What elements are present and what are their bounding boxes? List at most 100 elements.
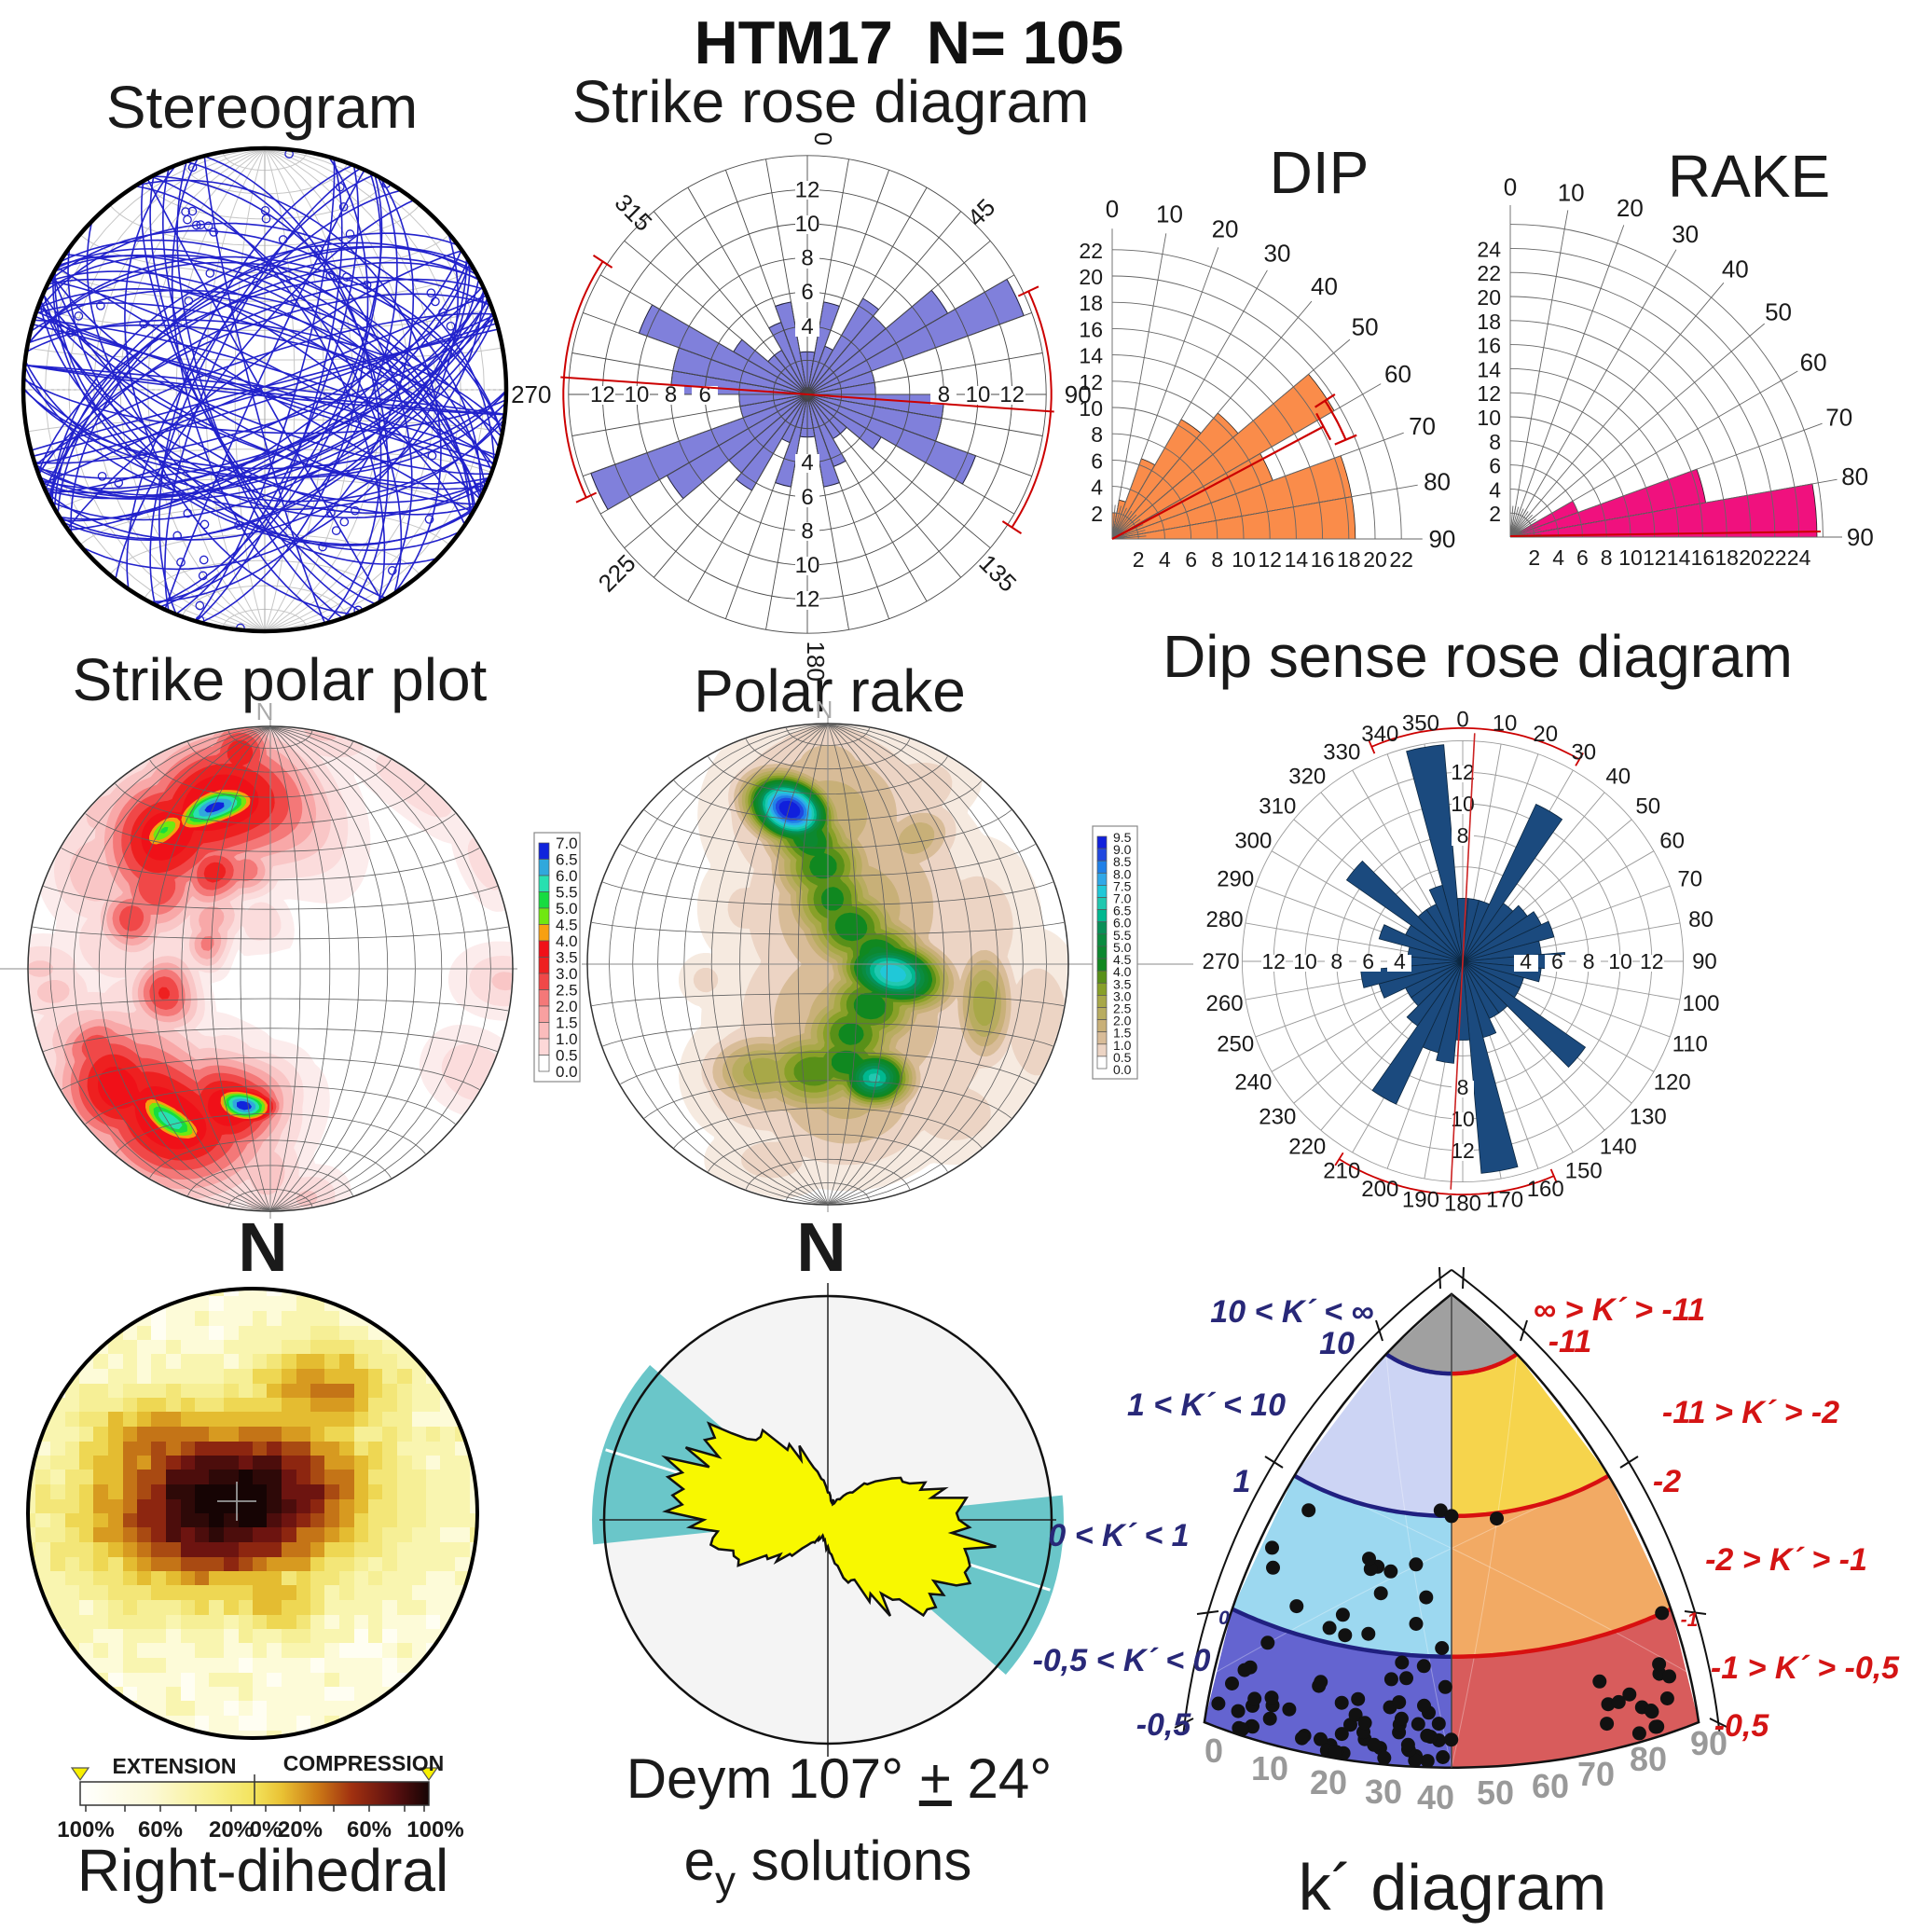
svg-text:2.0: 2.0 — [1113, 1014, 1132, 1028]
svg-text:8: 8 — [1457, 823, 1469, 848]
svg-text:130: 130 — [1630, 1105, 1667, 1130]
svg-text:24: 24 — [1477, 237, 1501, 261]
svg-text:18: 18 — [1714, 545, 1739, 570]
svg-text:-2 > K´ > -1: -2 > K´ > -1 — [1705, 1542, 1867, 1578]
svg-text:22: 22 — [1763, 545, 1787, 570]
svg-text:16: 16 — [1477, 334, 1501, 358]
svg-text:10: 10 — [966, 382, 991, 407]
svg-text:20%: 20% — [209, 1817, 254, 1842]
svg-text:10: 10 — [795, 553, 820, 578]
svg-text:0: 0 — [1106, 195, 1119, 223]
svg-text:12: 12 — [1261, 949, 1286, 973]
svg-text:N: N — [238, 1208, 287, 1286]
svg-text:4: 4 — [1091, 476, 1103, 500]
svg-text:4: 4 — [801, 314, 813, 339]
svg-text:10: 10 — [1251, 1749, 1288, 1787]
svg-text:16: 16 — [1311, 547, 1335, 572]
svg-text:0: 0 — [1504, 173, 1517, 201]
svg-text:50: 50 — [1765, 298, 1792, 326]
svg-text:-0,5: -0,5 — [1714, 1708, 1770, 1744]
svg-text:22: 22 — [1389, 547, 1413, 572]
svg-text:0: 0 — [1218, 1608, 1230, 1629]
svg-text:7.0: 7.0 — [1113, 891, 1132, 906]
svg-text:90: 90 — [1690, 1724, 1727, 1762]
svg-text:320: 320 — [1288, 764, 1326, 789]
svg-text:12: 12 — [795, 177, 820, 202]
svg-text:100%: 100% — [406, 1817, 463, 1842]
svg-text:0.5: 0.5 — [556, 1047, 578, 1065]
svg-text:70: 70 — [1677, 866, 1702, 891]
svg-text:12: 12 — [1258, 547, 1282, 572]
svg-text:8: 8 — [1091, 422, 1103, 447]
svg-text:12: 12 — [795, 587, 820, 613]
svg-text:12: 12 — [1643, 545, 1667, 570]
svg-text:-1: -1 — [1681, 1609, 1699, 1631]
svg-text:6.5: 6.5 — [1113, 904, 1132, 918]
svg-text:-2: -2 — [1653, 1464, 1681, 1499]
svg-text:50: 50 — [1477, 1773, 1514, 1812]
svg-text:Deym 107° + 24°: Deym 107° + 24° — [626, 1747, 1053, 1810]
svg-text:6: 6 — [1185, 547, 1197, 572]
svg-text:18: 18 — [1337, 547, 1361, 572]
svg-text:14: 14 — [1667, 545, 1691, 570]
svg-text:9.5: 9.5 — [1113, 830, 1132, 845]
svg-text:4: 4 — [1159, 547, 1171, 572]
svg-text:10: 10 — [1156, 200, 1183, 228]
svg-text:180: 180 — [802, 642, 830, 682]
svg-text:0: 0 — [1204, 1732, 1223, 1770]
svg-text:3.0: 3.0 — [1113, 988, 1132, 1003]
svg-text:20: 20 — [1363, 547, 1387, 572]
svg-text:10: 10 — [1493, 711, 1518, 737]
svg-text:180: 180 — [1444, 1191, 1481, 1216]
svg-text:20%: 20% — [278, 1817, 323, 1842]
svg-text:10: 10 — [1618, 545, 1643, 570]
svg-text:40: 40 — [1722, 255, 1749, 283]
svg-text:300: 300 — [1234, 828, 1272, 853]
svg-text:90: 90 — [1847, 523, 1874, 551]
svg-text:50: 50 — [1635, 794, 1660, 819]
svg-text:4: 4 — [1394, 949, 1406, 973]
svg-text:8: 8 — [665, 382, 677, 407]
svg-text:14: 14 — [1285, 547, 1309, 572]
svg-text:200: 200 — [1361, 1177, 1398, 1202]
svg-text:24: 24 — [1787, 545, 1811, 570]
svg-text:100%: 100% — [57, 1817, 114, 1842]
svg-text:0: 0 — [809, 132, 837, 145]
svg-text:350: 350 — [1402, 711, 1439, 737]
svg-text:0 < K´ < 1: 0 < K´ < 1 — [1048, 1518, 1189, 1553]
svg-text:10: 10 — [1608, 949, 1632, 973]
svg-text:3.0: 3.0 — [556, 965, 578, 983]
svg-text:80: 80 — [1424, 468, 1451, 496]
svg-text:8.5: 8.5 — [1113, 854, 1132, 869]
svg-text:4: 4 — [1552, 545, 1564, 570]
svg-text:210: 210 — [1323, 1159, 1360, 1184]
svg-text:6: 6 — [1551, 949, 1563, 973]
svg-text:22: 22 — [1477, 261, 1501, 285]
svg-text:1.5: 1.5 — [556, 1014, 578, 1032]
svg-text:4: 4 — [1489, 477, 1501, 502]
svg-text:2: 2 — [1528, 545, 1540, 570]
svg-text:90: 90 — [1428, 525, 1455, 553]
svg-text:COMPRESSION: COMPRESSION — [283, 1751, 445, 1775]
svg-text:80: 80 — [1630, 1740, 1667, 1778]
svg-text:7.5: 7.5 — [1113, 878, 1132, 893]
svg-text:6: 6 — [1576, 545, 1589, 570]
svg-text:10 < K´ < ∞: 10 < K´ < ∞ — [1210, 1294, 1373, 1330]
svg-text:170: 170 — [1486, 1187, 1523, 1212]
svg-text:2.5: 2.5 — [1113, 1000, 1132, 1015]
svg-text:2.0: 2.0 — [556, 998, 578, 1015]
svg-text:150: 150 — [1565, 1159, 1603, 1184]
svg-text:12: 12 — [1640, 949, 1664, 973]
svg-text:3.5: 3.5 — [1113, 976, 1132, 991]
svg-text:290: 290 — [1217, 866, 1254, 891]
svg-text:0.5: 0.5 — [1113, 1050, 1132, 1065]
svg-text:-0,5: -0,5 — [1136, 1707, 1192, 1743]
svg-text:7.0: 7.0 — [556, 835, 578, 852]
svg-text:280: 280 — [1206, 907, 1244, 932]
svg-text:20: 20 — [1310, 1763, 1347, 1801]
svg-text:5.0: 5.0 — [1113, 940, 1132, 955]
svg-text:k´ diagram: k´ diagram — [1299, 1851, 1607, 1924]
svg-text:0%: 0% — [250, 1817, 282, 1842]
svg-text:RAKE: RAKE — [1668, 143, 1830, 210]
svg-text:0.0: 0.0 — [556, 1063, 578, 1081]
